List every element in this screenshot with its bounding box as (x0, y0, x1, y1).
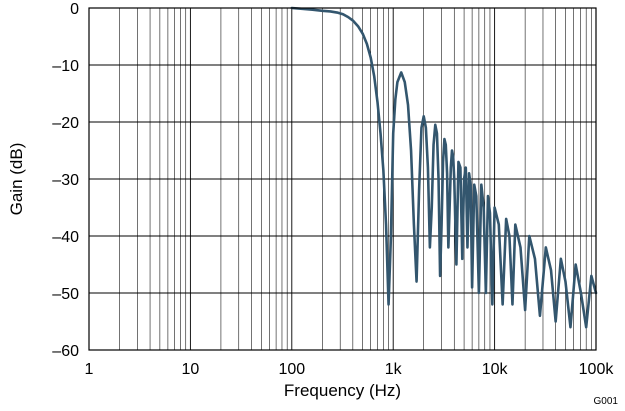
series-layer (290, 6, 598, 329)
y-tick-label: –10 (52, 58, 79, 75)
grid (88, 7, 596, 351)
x-tick-labels: 1 10 100 1k 10k 100k (85, 361, 615, 378)
y-tick-label: –20 (52, 115, 79, 132)
y-tick-label: –60 (52, 343, 79, 360)
y-tick-label: –30 (52, 172, 79, 189)
x-tick-label: 1k (385, 361, 403, 378)
x-tick-label: 100k (579, 361, 615, 378)
y-axis-title: Gain (dB) (7, 143, 26, 216)
y-tick-label: –40 (52, 229, 79, 246)
y-tick-labels: 0 –10 –20 –30 –40 –50 –60 (52, 1, 79, 360)
x-tick-label: 1 (85, 361, 94, 378)
plot-frame (88, 7, 597, 351)
figure-code-label: G001 (594, 396, 619, 407)
x-tick-label: 10k (482, 361, 509, 378)
y-tick-label: –50 (52, 286, 79, 303)
gain-series-line (290, 6, 598, 329)
x-axis-title: Frequency (Hz) (284, 381, 401, 400)
x-tick-label: 100 (278, 361, 305, 378)
x-tick-label: 10 (182, 361, 200, 378)
y-tick-label: 0 (70, 1, 79, 18)
